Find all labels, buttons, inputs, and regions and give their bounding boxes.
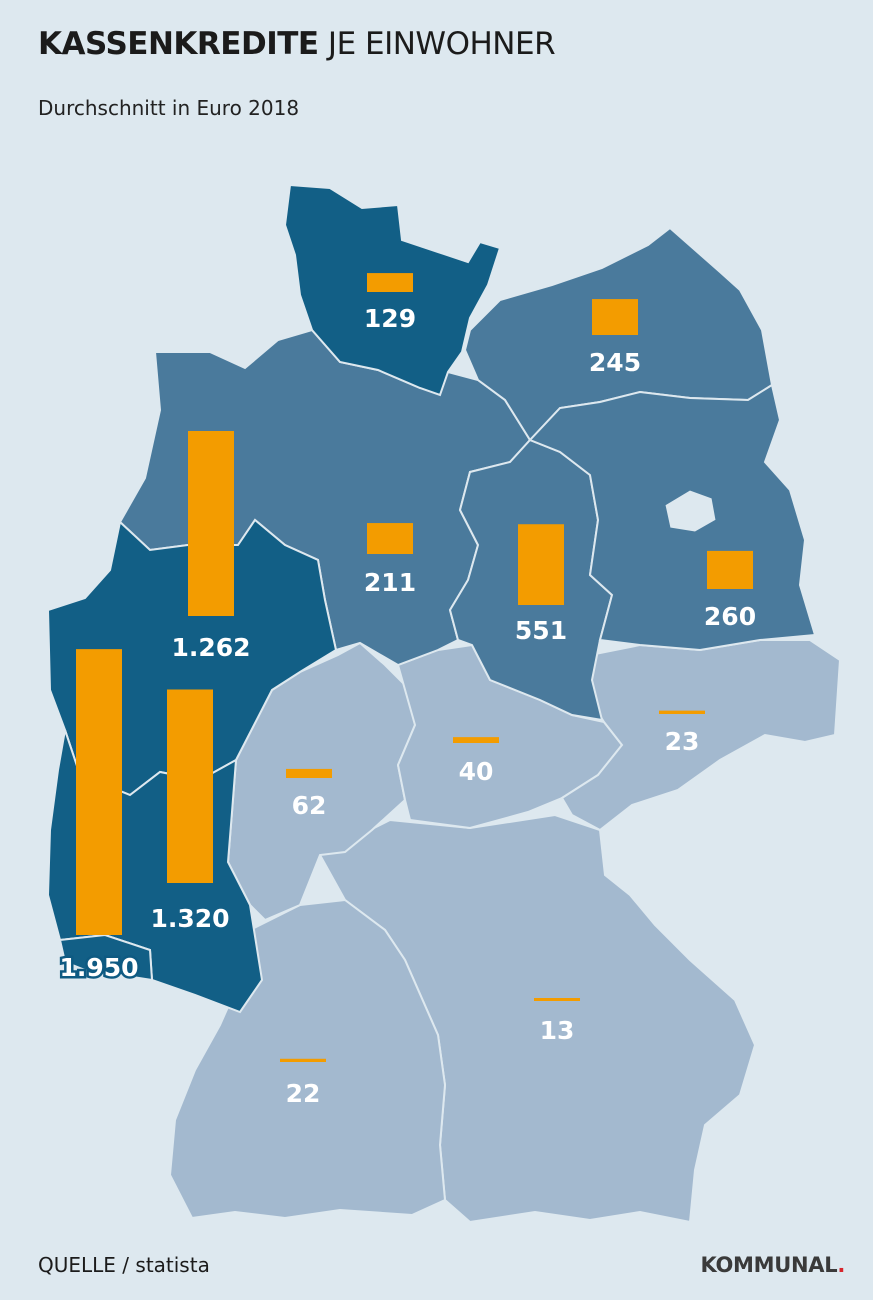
- states-layer: [46, 183, 842, 1224]
- value-label-hessen: 62: [292, 791, 327, 820]
- title-light: JE EINWOHNER: [327, 26, 556, 62]
- source-note: QUELLE / statista: [38, 1253, 210, 1277]
- value-label-saarland: 1.320: [150, 904, 229, 933]
- state-berlin: [664, 489, 717, 533]
- bar-schleswig-holstein: [367, 273, 413, 292]
- map-subtitle: Durchschnitt in Euro 2018: [38, 96, 300, 120]
- bar-rheinland-pfalz: [76, 649, 122, 935]
- bar-mecklenburg-vorpommern: [592, 299, 638, 335]
- value-label-brandenburg: 260: [704, 602, 756, 631]
- bar-bayern: [534, 998, 580, 1001]
- value-label-niedersachsen: 211: [364, 568, 416, 597]
- value-label-bayern: 13: [540, 1016, 575, 1045]
- bar-brandenburg: [707, 550, 753, 589]
- value-label-schleswig-holstein: 129: [364, 304, 416, 333]
- publisher-logo: KOMMUNAL.: [700, 1253, 845, 1277]
- value-label-baden-w-rttemberg: 22: [286, 1079, 321, 1108]
- logo-text: KOMMUNAL: [700, 1253, 838, 1277]
- map-title: KASSENKREDITE JE EINWOHNER: [38, 26, 556, 62]
- bars-layer: [76, 273, 753, 1062]
- value-label-nordrhein-westfalen: 1.262: [171, 633, 250, 662]
- bar-sachsen-anhalt: [518, 524, 564, 605]
- bar-nordrhein-westfalen: [188, 430, 234, 616]
- value-label-rheinland-pfalz: 1.950: [59, 953, 138, 982]
- bar-niedersachsen: [367, 523, 413, 554]
- labels-layer: 129 245 211 551 260 1.262 1.950 1.320 62 40 23 13 22: [57, 304, 756, 1108]
- bar-saarland: [167, 689, 213, 883]
- title-strong: KASSENKREDITE: [38, 26, 319, 62]
- bar-sachsen: [659, 710, 705, 714]
- value-label-sachsen: 23: [665, 727, 700, 756]
- bar-th-ringen: [453, 737, 499, 743]
- value-label-mecklenburg-vorpommern: 245: [589, 348, 641, 377]
- logo-dot: .: [837, 1253, 845, 1277]
- bar-hessen: [286, 768, 332, 778]
- value-label-sachsen-anhalt: 551: [515, 616, 567, 645]
- value-label-th-ringen: 40: [459, 757, 494, 786]
- bar-baden-w-rttemberg: [280, 1058, 326, 1062]
- state-saarland: [58, 933, 154, 982]
